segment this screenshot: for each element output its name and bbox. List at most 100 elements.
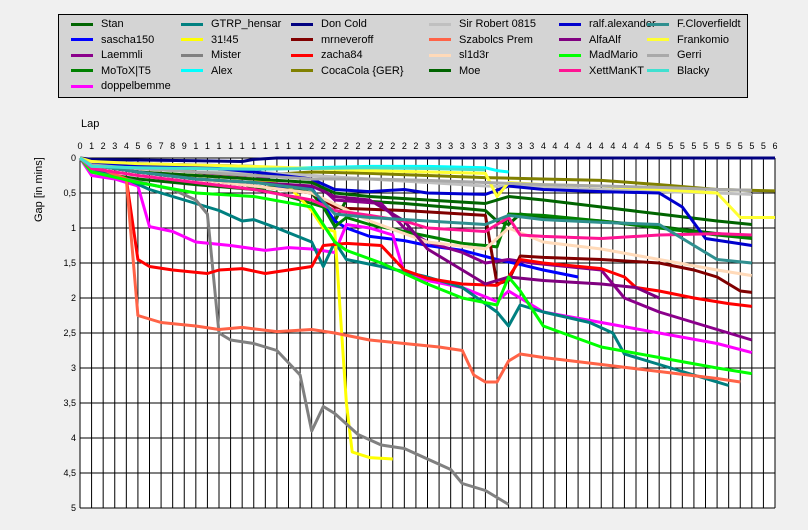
- legend-label: Mister: [211, 49, 241, 61]
- x-tick-label: 2: [309, 141, 314, 151]
- legend-item: CocaCola {GER}: [291, 65, 404, 77]
- legend-swatch: [429, 38, 451, 42]
- legend-label: Blacky: [677, 64, 710, 77]
- series-line: [79, 156, 775, 163]
- series-line: [79, 156, 752, 265]
- x-tick-label: 3: [494, 141, 499, 151]
- legend-swatch: [71, 38, 93, 42]
- y-tick-label: 1,5: [63, 258, 76, 268]
- legend-swatch: [429, 53, 451, 57]
- legend-swatch: [559, 69, 581, 73]
- series-line: [78, 156, 752, 240]
- legend-swatch: [291, 22, 313, 26]
- legend-label: Moe: [459, 64, 481, 77]
- x-tick-label: 1: [298, 141, 303, 151]
- legend-label: AlfaAlf: [589, 33, 621, 46]
- legend-label: Gerri: [677, 49, 702, 61]
- legend-label: Sir Robert 0815: [459, 18, 537, 30]
- x-axis-label: Lap: [81, 118, 99, 130]
- legend-swatch: [429, 69, 451, 73]
- series-line: [79, 156, 752, 226]
- x-tick-label: 4: [552, 141, 557, 151]
- x-tick-label: 1: [251, 141, 256, 151]
- x-tick-label: 5: [761, 141, 766, 151]
- legend-swatch: [647, 38, 669, 42]
- y-tick-label: 4,5: [63, 468, 76, 478]
- legend-label: mrneveroff: [321, 33, 374, 46]
- x-tick-label: 1: [240, 141, 245, 151]
- x-tick-label: 1: [263, 141, 268, 151]
- legend-item: mrneveroff: [291, 34, 373, 46]
- legend-label: Don Cold: [321, 18, 367, 30]
- legend-item: GTRP_hensar: [181, 18, 281, 30]
- x-tick-label: 4: [587, 141, 592, 151]
- x-tick-label: 4: [599, 141, 604, 151]
- x-tick-label: 2: [379, 141, 384, 151]
- x-tick-label: 5: [738, 141, 743, 151]
- x-tick-label: 4: [564, 141, 569, 151]
- legend-swatch: [71, 22, 93, 26]
- legend-swatch: [71, 84, 93, 88]
- series-line: [78, 157, 753, 376]
- y-tick-label: 0,5: [63, 188, 76, 198]
- x-tick-label: 3: [518, 141, 523, 151]
- legend-item: doppelbemme: [71, 80, 171, 92]
- x-tick-label: 5: [135, 141, 140, 151]
- legend-item: zacha84: [291, 49, 363, 61]
- legend-label: MoToX|T5: [101, 64, 151, 77]
- legend: Stan sascha150 Laemmli MoToX|T5 doppelbemme G…: [58, 14, 748, 98]
- legend-label: zacha84: [321, 49, 363, 61]
- x-tick-label: 5: [657, 141, 662, 151]
- legend-item: Stan: [71, 18, 124, 30]
- series-line: [78, 156, 730, 387]
- legend-item: Sir Robert 0815: [429, 18, 536, 30]
- y-tick-label: 3: [71, 363, 76, 373]
- series-line: [79, 156, 741, 384]
- legend-swatch: [291, 69, 313, 73]
- legend-item: F.Cloverfieldt: [647, 18, 741, 30]
- legend-swatch: [71, 69, 93, 73]
- x-tick-label: 1: [216, 141, 221, 151]
- legend-item: Blacky: [647, 65, 709, 77]
- legend-item: Mister: [181, 49, 241, 61]
- legend-label: Laemmli: [101, 49, 143, 61]
- x-tick-label: 5: [703, 141, 708, 151]
- legend-item: MoToX|T5: [71, 65, 151, 77]
- x-tick-label: 3: [112, 141, 117, 151]
- legend-item: MadMario: [559, 49, 638, 61]
- legend-swatch: [647, 53, 669, 57]
- y-tick-label: 2: [71, 293, 76, 303]
- x-tick-label: 1: [228, 141, 233, 151]
- legend-label: F.Cloverfieldt: [677, 18, 741, 30]
- x-tick-label: 9: [182, 141, 187, 151]
- legend-swatch: [559, 38, 581, 42]
- y-tick-label: 1: [71, 223, 76, 233]
- x-tick-label: 4: [645, 141, 650, 151]
- x-tick-label: 4: [124, 141, 129, 151]
- x-tick-label: 2: [355, 141, 360, 151]
- legend-swatch: [647, 22, 669, 26]
- legend-item: Frankomio: [647, 34, 729, 46]
- legend-item: sl1d3r: [429, 49, 489, 61]
- legend-swatch: [291, 53, 313, 57]
- legend-item: Gerri: [647, 49, 701, 61]
- y-tick-label: 5: [71, 503, 76, 513]
- legend-swatch: [559, 53, 581, 57]
- legend-swatch: [71, 53, 93, 57]
- x-tick-label: 5: [680, 141, 685, 151]
- legend-item: Szabolcs Prem: [429, 34, 533, 46]
- series-line: [79, 156, 753, 342]
- x-tick-label: 3: [448, 141, 453, 151]
- legend-item: ralf.alexander: [559, 18, 656, 30]
- legend-label: Alex: [211, 64, 233, 77]
- legend-item: Don Cold: [291, 18, 367, 30]
- x-tick-label: 6: [772, 141, 777, 151]
- x-tick-label: 2: [332, 141, 337, 151]
- legend-swatch: [181, 22, 203, 26]
- legend-swatch: [181, 38, 203, 42]
- x-tick-label: 0: [77, 141, 82, 151]
- y-tick-label: 3,5: [63, 398, 76, 408]
- y-tick-labels: 0 0,5 1 1,5 2 2,5 3 3,5 4 4,5 5: [63, 153, 76, 513]
- series-lines: [78, 156, 776, 506]
